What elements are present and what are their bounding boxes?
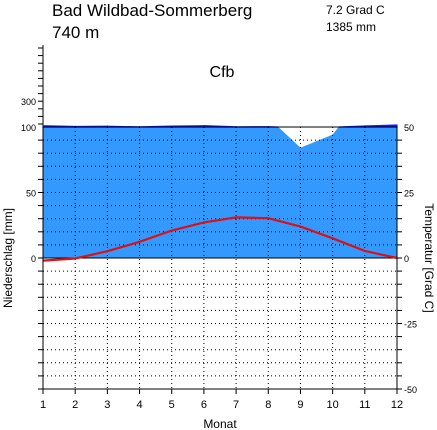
- x-axis-label: Monat: [203, 417, 237, 430]
- x-tick-label: 7: [233, 399, 239, 411]
- temperature-series-line: [42, 216, 398, 262]
- left-tick-label: 0: [31, 254, 36, 264]
- right-axis-label: Temperatur [Grad C]: [422, 203, 436, 312]
- right-tick-label: 25: [404, 189, 414, 199]
- right-tick-label: -25: [404, 320, 417, 330]
- temperature-line: [42, 216, 398, 262]
- right-tick-label: 0: [404, 254, 409, 264]
- right-tick-label: 50: [404, 123, 414, 133]
- x-tick-label: 3: [104, 399, 110, 411]
- x-tick-label: 1: [40, 399, 46, 411]
- climate-class: Cfb: [210, 64, 235, 81]
- left-axis-label: Niederschlag [mm]: [1, 208, 15, 308]
- chart-title: Bad Wildbad-Sommerberg: [52, 1, 252, 20]
- x-tick-label: 8: [265, 399, 271, 411]
- left-tick-label: 50: [26, 189, 36, 199]
- mean-temperature: 7.2 Grad C: [326, 3, 385, 17]
- left-tick-label: 100: [21, 123, 36, 133]
- right-y-axis: 50 25 0 -25 -50: [397, 123, 417, 395]
- right-tick-label: -50: [404, 385, 417, 395]
- x-tick-label: 2: [72, 399, 78, 411]
- left-tick-label: 300: [21, 97, 36, 107]
- station-elevation: 740 m: [52, 23, 99, 42]
- x-tick-label: 4: [136, 399, 142, 411]
- x-tick-label: 9: [297, 399, 303, 411]
- x-tick-label: 10: [327, 399, 339, 411]
- humid-area-segment: [364, 126, 398, 259]
- x-tick-label: 5: [169, 399, 175, 411]
- gridlines: [43, 127, 397, 390]
- x-tick-label: 11: [359, 399, 370, 411]
- upper-precip-axis: [38, 45, 44, 127]
- left-y-axis: 0 50 100 300: [21, 97, 43, 390]
- annual-precipitation: 1385 mm: [326, 20, 376, 34]
- x-tick-label: 6: [201, 399, 207, 411]
- x-axis: 1 2 3 4 5 6 7 8 9 10 11 12: [40, 389, 403, 411]
- x-tick-label: 12: [391, 399, 403, 411]
